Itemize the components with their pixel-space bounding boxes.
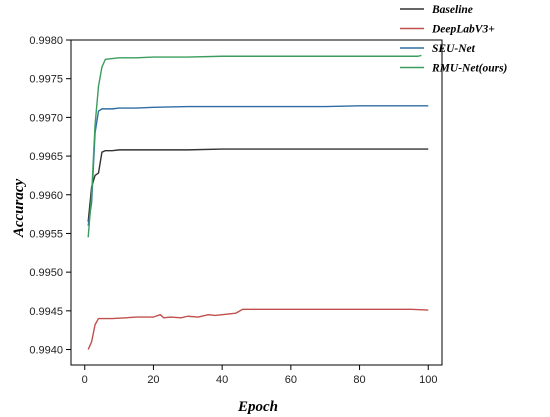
y-tick-label: 0.9970 — [29, 112, 63, 124]
y-axis: 0.9940 0.9945 0.9950 0.9955 0.9960 0.9965 0.99… — [29, 35, 71, 357]
x-tick-label: 80 — [353, 374, 365, 386]
plot-frame — [70, 39, 443, 366]
x-tick-label: 100 — [419, 374, 437, 386]
x-tick-label: 40 — [216, 374, 228, 386]
y-tick-label: 0.9980 — [29, 35, 63, 47]
legend-label: DeepLabV3+ — [431, 24, 495, 36]
y-tick-label: 0.9945 — [29, 306, 63, 318]
x-axis-title: Epoch — [237, 399, 278, 415]
plot-area — [70, 39, 443, 366]
series-line-seu-net — [87, 105, 429, 226]
y-tick-label: 0.9975 — [29, 74, 63, 86]
series-line-baseline — [87, 148, 429, 222]
legend-label: SEU-Net — [432, 43, 476, 55]
x-axis: 0 20 40 60 80 100 — [82, 365, 437, 386]
y-tick-label: 0.9955 — [29, 228, 63, 240]
y-axis-title: Accuracy — [11, 179, 27, 239]
legend: Baseline DeepLabV3+ SEU-Net RMU-Net(ours) — [400, 4, 508, 75]
y-tick-label: 0.9960 — [29, 190, 63, 202]
y-tick-label: 0.9940 — [29, 345, 63, 357]
x-tick-label: 60 — [285, 374, 297, 386]
y-tick-label: 0.9965 — [29, 151, 63, 163]
series-layer — [87, 54, 429, 350]
y-tick-label: 0.9950 — [29, 267, 63, 279]
legend-label: RMU-Net(ours) — [431, 63, 508, 75]
x-tick-label: 20 — [147, 374, 159, 386]
legend-label: Baseline — [431, 4, 473, 16]
series-line-deeplabv3 — [87, 308, 429, 350]
series-line-rmu-net-ours — [87, 54, 422, 238]
x-tick-label: 0 — [82, 374, 88, 386]
